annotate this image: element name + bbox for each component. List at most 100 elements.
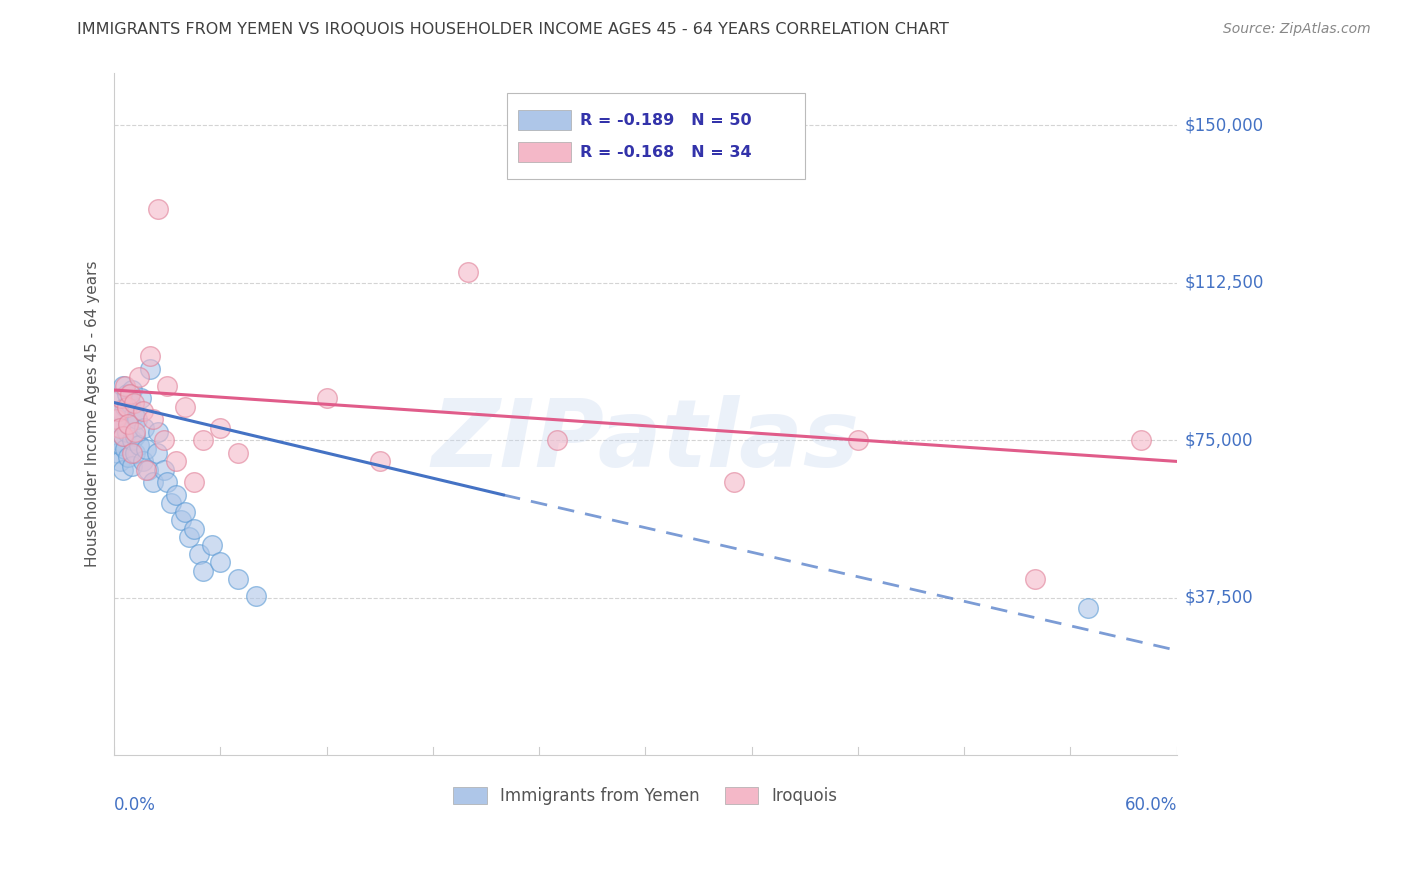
Point: [138, 350, 160, 364]
Point: [142, 475, 165, 490]
Point: [245, 589, 267, 603]
Text: IMMIGRANTS FROM YEMEN VS IROQUOIS HOUSEHOLDER INCOME AGES 45 - 64 YEARS CORRELAT: IMMIGRANTS FROM YEMEN VS IROQUOIS HOUSEH…: [77, 22, 949, 37]
Point: [148, 202, 170, 217]
Point: [110, 437, 132, 451]
Point: [135, 442, 157, 456]
Point: [315, 392, 337, 406]
Point: [135, 463, 157, 477]
Point: [209, 421, 232, 435]
Point: [115, 425, 138, 439]
Point: [112, 429, 135, 443]
Point: [115, 400, 138, 414]
Point: [128, 437, 150, 451]
Point: [152, 434, 174, 448]
Point: [174, 505, 197, 519]
Text: R = -0.189   N = 50: R = -0.189 N = 50: [579, 112, 751, 128]
Point: [1130, 434, 1153, 448]
Point: [122, 408, 145, 422]
Text: 0.0%: 0.0%: [114, 797, 156, 814]
Text: $150,000: $150,000: [1185, 117, 1264, 135]
Point: [170, 513, 193, 527]
Text: $75,000: $75,000: [1185, 432, 1254, 450]
Point: [1077, 601, 1099, 615]
Point: [121, 383, 143, 397]
Legend: Immigrants from Yemen, Iroquois: Immigrants from Yemen, Iroquois: [447, 780, 844, 812]
Point: [117, 417, 139, 431]
Text: 60.0%: 60.0%: [1125, 797, 1177, 814]
Point: [112, 379, 135, 393]
Text: $112,500: $112,500: [1185, 274, 1264, 292]
Point: [174, 400, 197, 414]
Point: [209, 555, 232, 569]
Point: [226, 446, 249, 460]
Point: [112, 429, 135, 443]
Point: [183, 475, 205, 490]
Point: [138, 362, 160, 376]
Text: Source: ZipAtlas.com: Source: ZipAtlas.com: [1223, 22, 1371, 37]
Point: [114, 442, 136, 456]
Point: [108, 454, 131, 468]
Point: [226, 572, 249, 586]
Point: [108, 421, 131, 435]
Point: [115, 387, 138, 401]
Point: [156, 379, 179, 393]
Point: [120, 395, 142, 409]
Point: [160, 496, 183, 510]
Point: [131, 454, 153, 468]
Point: [121, 458, 143, 473]
Point: [124, 446, 146, 460]
Point: [107, 412, 129, 426]
Point: [112, 463, 135, 477]
Point: [136, 463, 159, 477]
Point: [124, 425, 146, 439]
Point: [107, 404, 129, 418]
Point: [165, 488, 187, 502]
FancyBboxPatch shape: [508, 94, 804, 178]
FancyBboxPatch shape: [517, 110, 571, 130]
Point: [148, 425, 170, 439]
Point: [723, 475, 745, 490]
Point: [114, 379, 136, 393]
Point: [108, 392, 131, 406]
FancyBboxPatch shape: [517, 142, 571, 162]
Point: [120, 387, 142, 401]
Point: [846, 434, 869, 448]
Point: [107, 434, 129, 448]
Point: [152, 463, 174, 477]
Point: [108, 421, 131, 435]
Text: ZIPatlas: ZIPatlas: [432, 395, 859, 487]
Text: $37,500: $37,500: [1185, 589, 1254, 607]
Point: [191, 564, 214, 578]
Point: [368, 454, 391, 468]
Point: [191, 434, 214, 448]
Y-axis label: Householder Income Ages 45 - 64 years: Householder Income Ages 45 - 64 years: [86, 261, 100, 567]
Point: [546, 434, 568, 448]
Point: [142, 412, 165, 426]
Point: [114, 400, 136, 414]
Point: [117, 450, 139, 465]
Point: [128, 370, 150, 384]
Point: [117, 417, 139, 431]
Point: [165, 454, 187, 468]
Point: [122, 395, 145, 409]
Point: [457, 265, 479, 279]
Point: [129, 392, 152, 406]
Point: [121, 446, 143, 460]
Point: [107, 446, 129, 460]
Point: [127, 412, 149, 426]
Point: [104, 412, 127, 426]
Point: [183, 522, 205, 536]
Point: [145, 446, 167, 460]
Point: [200, 538, 222, 552]
Text: R = -0.168   N = 34: R = -0.168 N = 34: [579, 145, 751, 160]
Point: [188, 547, 211, 561]
Point: [1024, 572, 1046, 586]
Point: [124, 429, 146, 443]
Point: [121, 434, 143, 448]
Point: [134, 421, 156, 435]
Point: [110, 392, 132, 406]
Point: [156, 475, 179, 490]
Point: [177, 530, 200, 544]
Point: [131, 404, 153, 418]
Point: [110, 404, 132, 418]
